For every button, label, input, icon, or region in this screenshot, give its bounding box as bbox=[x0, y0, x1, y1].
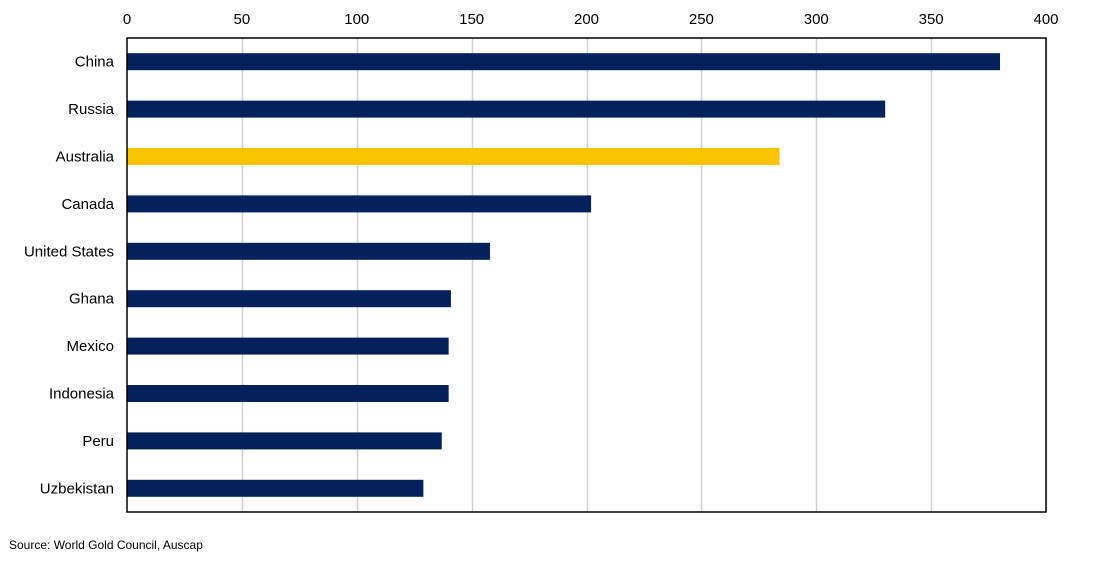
x-tick-label: 250 bbox=[689, 11, 714, 28]
x-tick-label: 350 bbox=[919, 11, 944, 28]
category-label: Australia bbox=[56, 149, 115, 166]
category-label: Russia bbox=[68, 101, 115, 118]
category-label: Indonesia bbox=[49, 386, 115, 403]
category-label: United States bbox=[24, 243, 114, 260]
x-tick-label: 50 bbox=[234, 11, 251, 28]
category-label: Uzbekistan bbox=[40, 480, 114, 497]
bar bbox=[127, 195, 592, 213]
bar-highlight bbox=[127, 148, 780, 165]
bar-chart: 0 50 100 150 200 250 300 350 400 China Russia Austr… bbox=[24, 11, 1059, 513]
bar bbox=[127, 290, 451, 308]
x-tick-label: 200 bbox=[574, 11, 599, 28]
bar bbox=[127, 385, 449, 402]
bar bbox=[127, 53, 1001, 71]
source-note: Source: World Gold Council, Auscap bbox=[9, 538, 203, 552]
category-label: China bbox=[75, 54, 115, 71]
bar bbox=[127, 479, 424, 497]
x-tick-label: 150 bbox=[459, 11, 484, 28]
bar bbox=[127, 242, 491, 260]
x-tick-label: 400 bbox=[1033, 11, 1058, 28]
x-tick-label: 300 bbox=[804, 11, 829, 28]
category-label: Peru bbox=[82, 433, 114, 450]
x-tick-label: 100 bbox=[344, 11, 369, 28]
bar bbox=[127, 337, 449, 355]
category-label: Canada bbox=[61, 196, 114, 213]
category-label: Mexico bbox=[66, 338, 114, 355]
category-label: Ghana bbox=[69, 291, 115, 308]
x-tick-label: 0 bbox=[123, 11, 131, 28]
bar bbox=[127, 100, 886, 118]
plot-frame bbox=[126, 37, 1047, 513]
bar bbox=[127, 432, 442, 450]
